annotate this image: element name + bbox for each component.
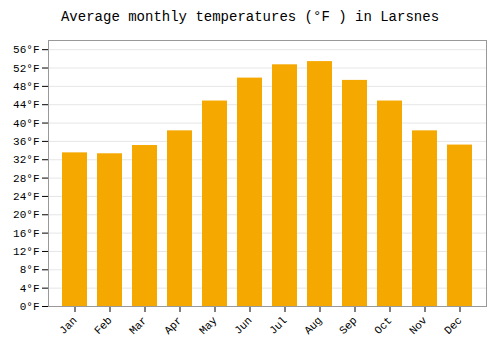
svg-text:36°F: 36°F bbox=[13, 136, 39, 148]
svg-text:Sep: Sep bbox=[337, 314, 359, 336]
svg-text:40°F: 40°F bbox=[13, 118, 39, 130]
svg-text:12°F: 12°F bbox=[13, 246, 39, 258]
svg-text:24°F: 24°F bbox=[13, 191, 39, 203]
svg-text:Oct: Oct bbox=[372, 314, 394, 336]
svg-text:32°F: 32°F bbox=[13, 154, 39, 166]
svg-text:0°F: 0°F bbox=[20, 301, 40, 313]
svg-text:56°F: 56°F bbox=[13, 44, 39, 56]
svg-text:20°F: 20°F bbox=[13, 209, 39, 221]
html-text:Average monthly temperatures (: Average monthly temperatures (°F ) in La… bbox=[61, 9, 439, 25]
svg-text:16°F: 16°F bbox=[13, 228, 39, 240]
svg-text:Nov: Nov bbox=[407, 314, 430, 337]
svg-text:Feb: Feb bbox=[92, 314, 114, 336]
svg-text:52°F: 52°F bbox=[13, 63, 39, 75]
svg-text:Mar: Mar bbox=[127, 314, 149, 336]
svg-text:Jun: Jun bbox=[232, 314, 254, 336]
svg-text:4°F: 4°F bbox=[20, 283, 40, 295]
svg-text:Jul: Jul bbox=[267, 314, 289, 336]
svg-text:48°F: 48°F bbox=[13, 81, 39, 93]
svg-text:May: May bbox=[197, 314, 220, 337]
svg-text:28°F: 28°F bbox=[13, 173, 39, 185]
svg-text:Dec: Dec bbox=[442, 314, 464, 336]
svg-text:44°F: 44°F bbox=[13, 99, 39, 111]
svg-text:8°F: 8°F bbox=[20, 264, 40, 276]
svg-text:Jan: Jan bbox=[57, 314, 79, 336]
svg-text:Aug: Aug bbox=[302, 314, 324, 336]
svg-text:Apr: Apr bbox=[162, 314, 184, 336]
